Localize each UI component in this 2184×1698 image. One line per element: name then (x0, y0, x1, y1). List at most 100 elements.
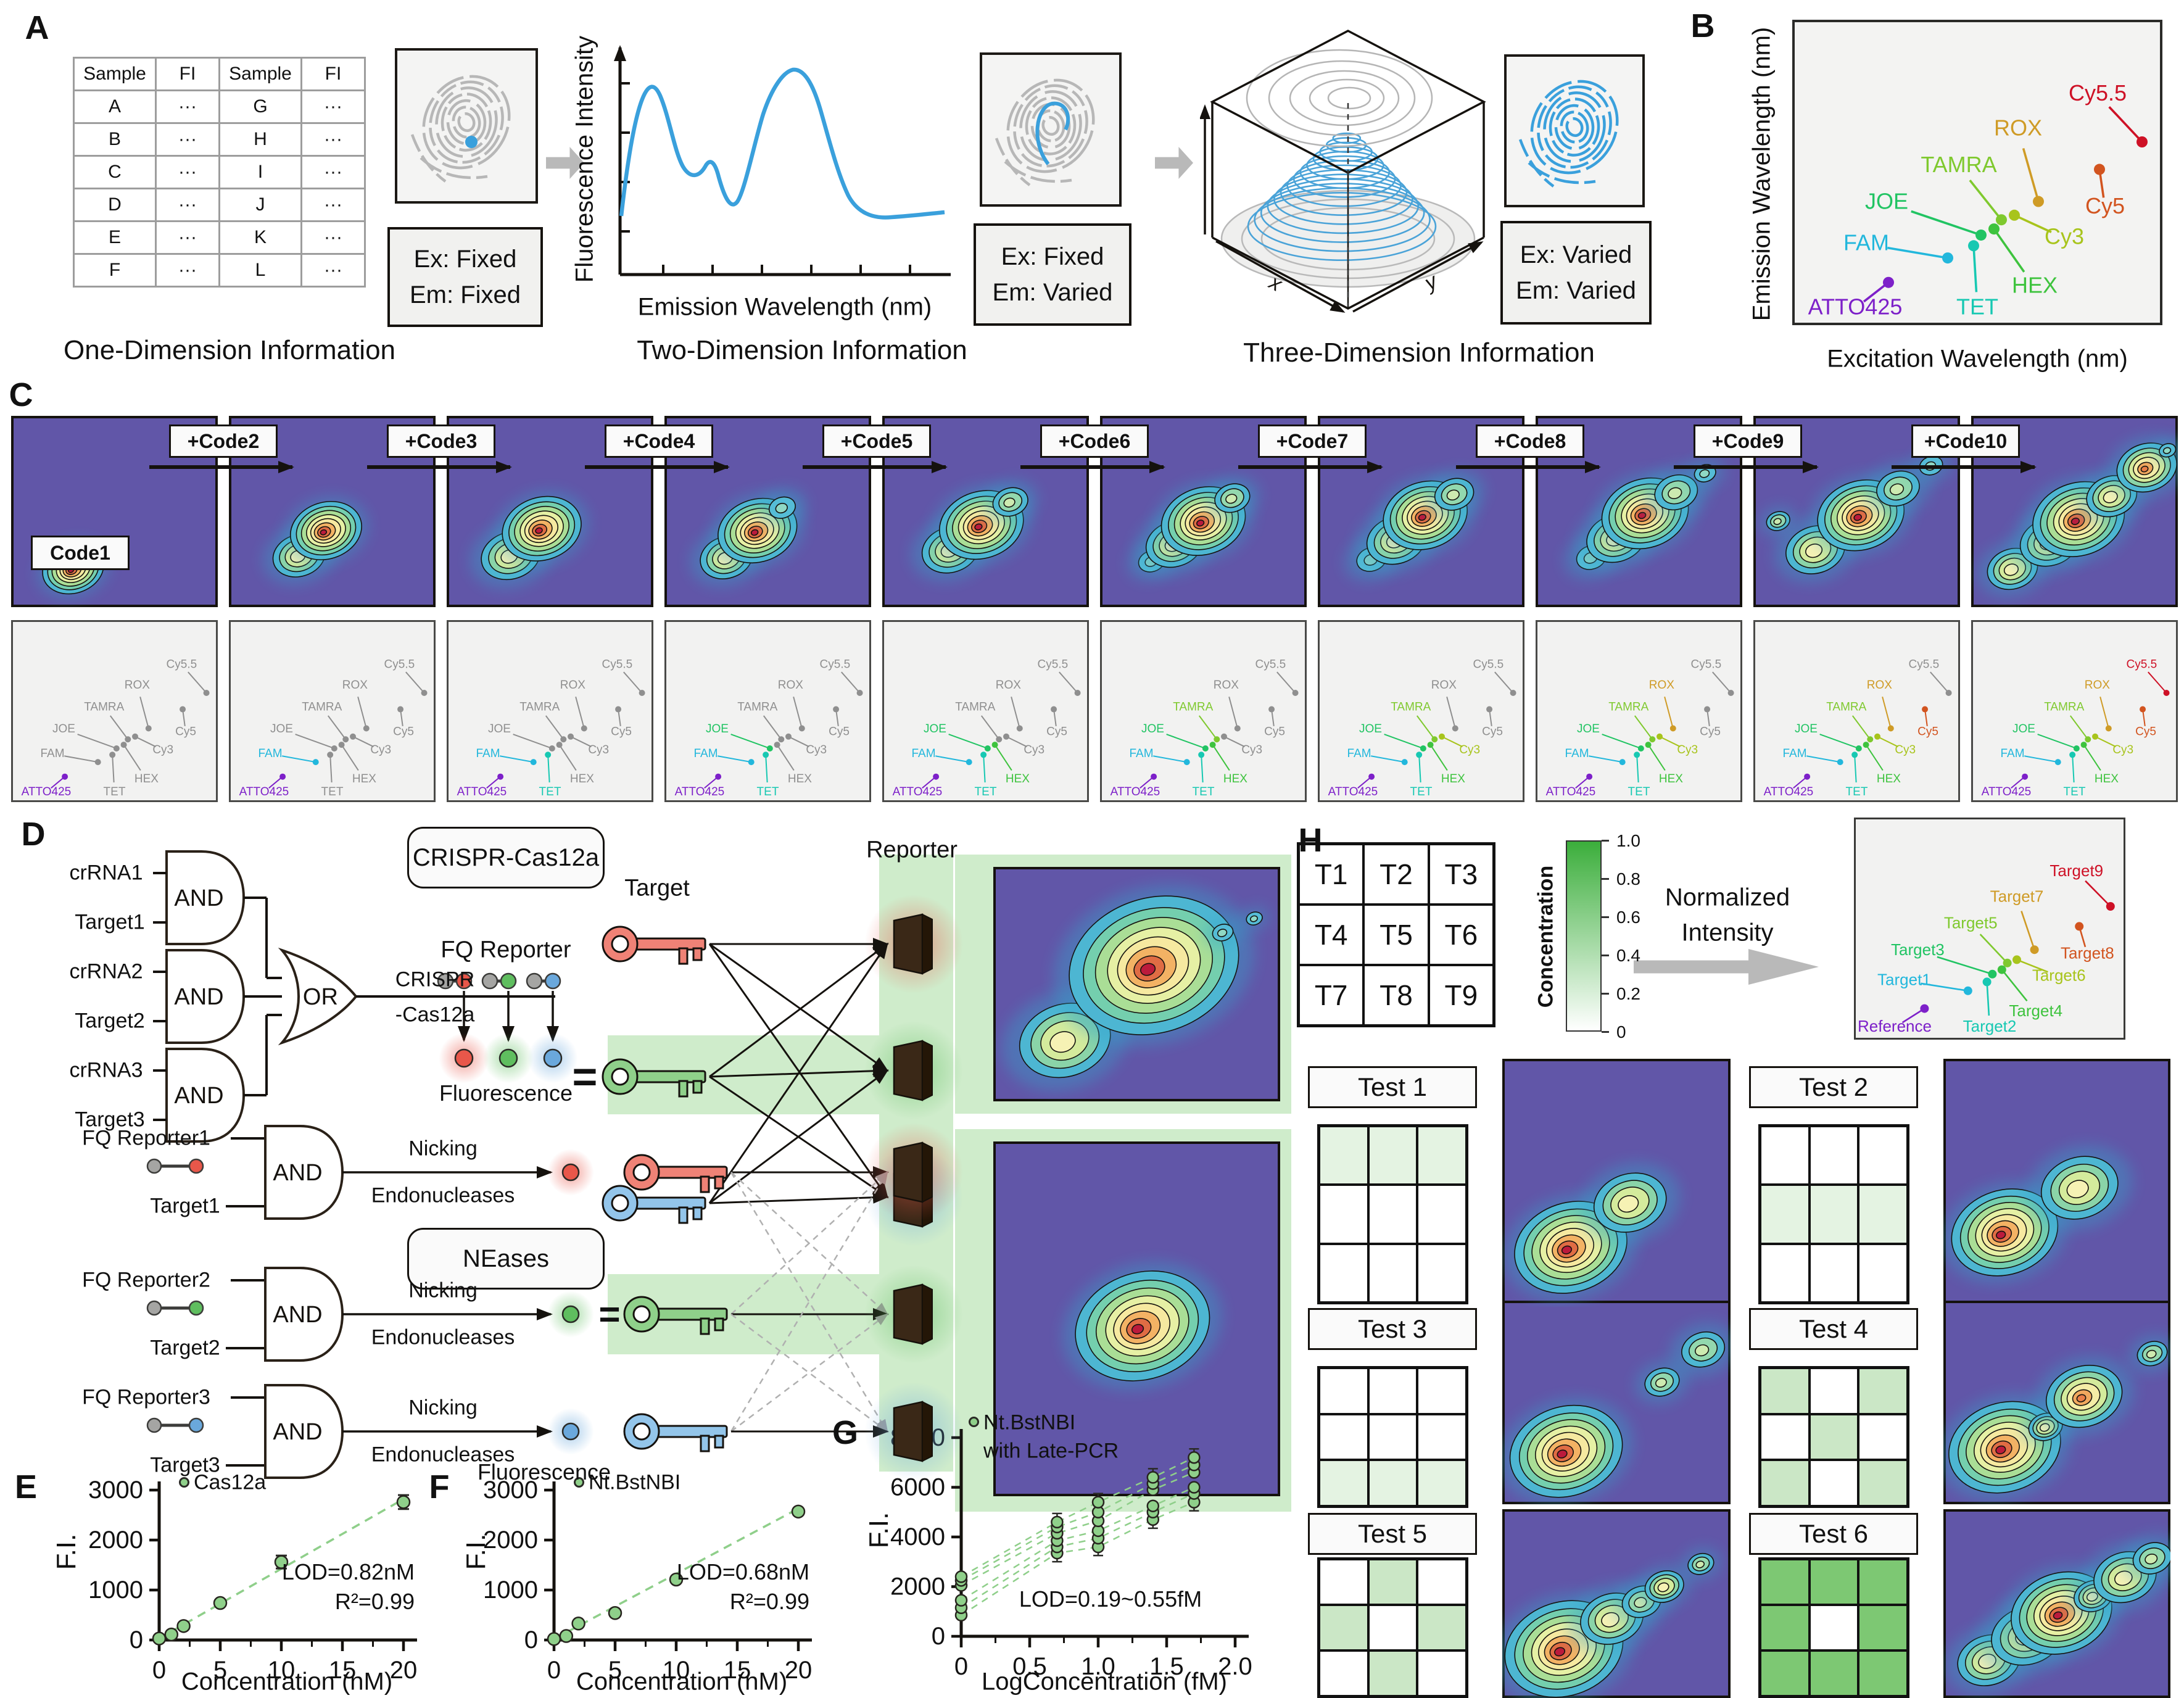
cube-3d: xyz (1200, 30, 1486, 313)
or-output-line2: -Cas12a (395, 1003, 475, 1027)
code-dyemap-9-label-TET: TET (1846, 785, 1868, 798)
test-grid-cell (1760, 1185, 1810, 1244)
table-cell: ··· (155, 155, 220, 189)
test-grid-1 (1317, 1124, 1468, 1304)
test-grid-6 (1758, 1557, 1909, 1698)
svg-text:3000: 3000 (88, 1476, 143, 1504)
crrna-label: crRNA2 (69, 959, 143, 984)
test-grid-3 (1317, 1366, 1468, 1508)
code-dyemap-5-label-Cy5.5: Cy5.5 (1038, 658, 1069, 671)
well-T7: T7 (1299, 965, 1364, 1025)
target-label: Target3 (150, 1453, 220, 1477)
code-dyemap-7-label-Cy3: Cy3 (1459, 743, 1480, 756)
code-dyemap-10-label-Cy3: Cy3 (2112, 743, 2133, 756)
table-cell: G (218, 89, 302, 124)
code-contour-3 (469, 491, 589, 589)
endonucleases-label: Endonucleases (371, 1443, 515, 1467)
and-gate-label: AND (273, 1302, 322, 1328)
code-dyemap-6-label-Cy5: Cy5 (1264, 725, 1285, 738)
normalized-label: Normalized (1665, 884, 1790, 911)
code-dyemap-1: ATTO425 FAM TET JOE HEX TAMRA Cy3 ROX Cy5 Cy5.5 (22, 658, 210, 798)
target-label: Target3 (75, 1108, 145, 1132)
dye-map-b-label-Cy3: Cy3 (2045, 223, 2084, 249)
curve-xlabel: Emission Wavelength (nm) (637, 293, 932, 321)
target-map-label-Target9: Target9 (2050, 861, 2103, 880)
chart-f-ylabel: F.I. (461, 1533, 491, 1570)
svg-text:10: 10 (268, 1657, 296, 1684)
chart-f-r2: R²=0.99 (729, 1589, 809, 1614)
svg-text:0: 0 (932, 1623, 945, 1650)
target-map: Reference Target1 Target2 Target3 Target4 Tar… (1858, 861, 2115, 1035)
test-grid-cell (1809, 1243, 1859, 1302)
t-well-table: T1 T2 T3 T4 T5 T6 T7 T8 T9 (1297, 842, 1495, 1027)
code-dyemap-9-label-ATTO425: ATTO425 (1764, 785, 1814, 798)
chart-g-ylabel: F.I. (864, 1512, 894, 1549)
dye-map-b-label-Cy5.5: Cy5.5 (2069, 80, 2127, 106)
chart-e-legend: Cas12a (194, 1470, 267, 1494)
table-cell: ··· (300, 253, 366, 288)
code-dyemap-3-label-Cy3: Cy3 (588, 743, 609, 756)
code-dyemap-9-label-Cy5.5: Cy5.5 (1909, 658, 1940, 671)
table-cell: ··· (155, 122, 220, 157)
test-grid-cell (1858, 1126, 1908, 1185)
panel-b-letter: B (1690, 7, 1715, 44)
svg-text:0.5: 0.5 (1012, 1653, 1047, 1680)
test-grid-cell (1760, 1414, 1810, 1460)
code-dyemap-2-label-Cy3: Cy3 (370, 743, 391, 756)
code-dyemap-5-label-Cy3: Cy3 (1024, 743, 1044, 756)
test-grid-cell (1417, 1414, 1466, 1460)
code-dyemap-2-label-HEX: HEX (352, 772, 376, 785)
test-grid-cell (1809, 1460, 1859, 1506)
code-dyemap-7-label-ATTO425: ATTO425 (1328, 785, 1378, 798)
code-dyemap-5-label-JOE: JOE (924, 723, 946, 735)
panel-b-ylabel: Emission Wavelength (nm) (1748, 27, 1776, 321)
test-grid-2 (1758, 1124, 1909, 1304)
code-dyemap-2-label-JOE: JOE (270, 723, 293, 735)
svg-text:20: 20 (785, 1657, 813, 1684)
dye-map-b: ATTO425 FAM TET JOE HEX TAMRA Cy3 ROX Cy5 Cy5.5 (1808, 80, 2148, 319)
svg-text:0: 0 (152, 1657, 166, 1684)
test-grid-cell (1319, 1368, 1368, 1414)
panel-c-letter: C (9, 376, 33, 413)
dye-map-b-label-TET: TET (1956, 294, 1998, 319)
test-label-2: Test 2 (1749, 1066, 1918, 1108)
condition-line: Ex: Fixed (1001, 243, 1104, 270)
target-map-label-Target2: Target2 (1963, 1017, 2017, 1035)
code-dyemap-5-label-ATTO425: ATTO425 (893, 785, 943, 798)
target-label: Target2 (150, 1336, 220, 1360)
test-grid-cell (1858, 1650, 1908, 1696)
code-dyemap-6: ATTO425 FAM TET JOE HEX TAMRA Cy3 ROX Cy5 Cy5.5 (1111, 658, 1299, 798)
code-dyemap-3-label-TAMRA: TAMRA (519, 701, 560, 714)
panel-b-xlabel: Excitation Wavelength (nm) (1827, 345, 2128, 373)
target-head: Target (624, 875, 690, 901)
code-step-label: +Code3 (387, 424, 495, 458)
code-dyemap-6-label-Cy3: Cy3 (1241, 743, 1262, 756)
test-grid-cell (1368, 1650, 1418, 1696)
code-dyemap-6-label-HEX: HEX (1223, 772, 1247, 785)
code-dyemap-6-label-ATTO425: ATTO425 (1111, 785, 1160, 798)
target-label: Target1 (150, 1194, 220, 1218)
code-dyemap-8-label-FAM: FAM (1565, 747, 1589, 760)
dye-map-b-label-FAM: FAM (1843, 230, 1889, 255)
code-contour-10 (1977, 436, 2178, 597)
code-dyemap-6-label-FAM: FAM (1129, 747, 1153, 760)
code-dyemap-4-label-FAM: FAM (693, 747, 718, 760)
svg-text:2000: 2000 (483, 1526, 538, 1554)
svg-text:20: 20 (390, 1657, 418, 1684)
code-dyemap-10-label-JOE: JOE (2012, 723, 2035, 735)
test-grid-cell (1319, 1650, 1368, 1696)
code-contour-9 (1760, 449, 1953, 583)
svg-text:0: 0 (547, 1657, 561, 1684)
code-dyemap-4-label-Cy3: Cy3 (806, 743, 827, 756)
fluorescence-curve (614, 45, 951, 276)
svg-text:1000: 1000 (483, 1576, 538, 1604)
table-header: FI (155, 57, 220, 91)
table-cell: ··· (300, 188, 366, 222)
code-dyemap-1-label-ROX: ROX (125, 679, 151, 692)
crrna-label: crRNA3 (69, 1058, 143, 1082)
endonucleases-label: Endonucleases (371, 1183, 515, 1207)
test-grid-cell (1809, 1414, 1859, 1460)
code-dyemap-5-label-Cy5: Cy5 (1046, 725, 1067, 738)
code-dyemap-8-label-HEX: HEX (1659, 772, 1683, 785)
test-grid-cell (1858, 1605, 1908, 1650)
